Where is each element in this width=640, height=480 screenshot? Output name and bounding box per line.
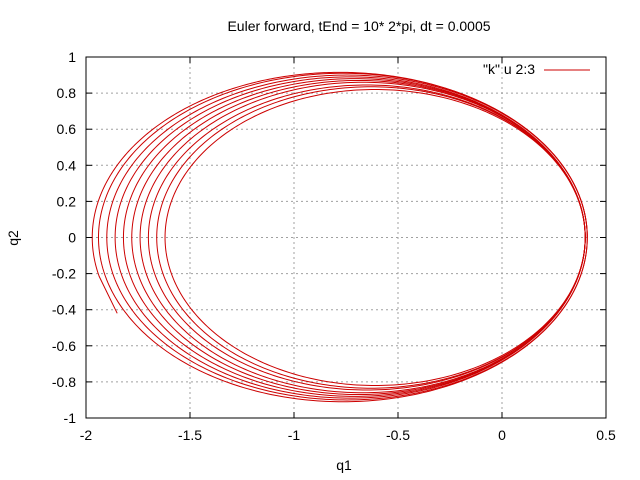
y-tick-label: 0.6 [57,121,77,137]
series-orbit [106,74,588,401]
y-tick-label: -0.4 [52,302,76,318]
y-tick-label: 0 [68,230,76,246]
x-tick-label: 0 [498,427,506,443]
y-tick-label: 1 [68,49,76,65]
y-tick-label: 0.8 [57,85,77,101]
series-orbit [139,81,586,394]
x-tick-label: -1 [288,427,301,443]
x-tick-label: -2 [80,427,93,443]
series-orbit [164,88,586,387]
y-tick-label: -0.6 [52,338,76,354]
series-orbit [114,76,586,399]
series-orbit [156,86,586,389]
series-orbit [91,71,588,314]
series-curves [91,71,588,403]
y-tick-label: -0.8 [52,374,76,390]
ticks: -2 -1.5 -1 -0.5 0 0.5 -1 -0.8 -0.6 -0.4 -0.2 0 0.2 0.… [52,49,616,443]
grid [86,57,606,418]
y-tick-label: -1 [64,410,77,426]
y-tick-label: 0.2 [57,193,77,209]
legend-label: "k" u 2:3 [483,61,535,77]
series-orbit [147,84,586,391]
legend: "k" u 2:3 [483,61,590,77]
y-tick-label: -0.2 [52,266,76,282]
x-tick-label: -1.5 [178,427,202,443]
y-axis-label: q2 [5,230,21,246]
x-axis-label: q1 [336,457,352,473]
chart-title: Euler forward, tEnd = 10* 2*pi, dt = 0.0… [227,18,490,34]
series-orbit [122,78,586,397]
y-tick-label: 0.4 [57,157,77,173]
x-tick-label: 0.5 [596,427,616,443]
series-orbit [131,79,586,396]
x-tick-label: -0.5 [386,427,410,443]
